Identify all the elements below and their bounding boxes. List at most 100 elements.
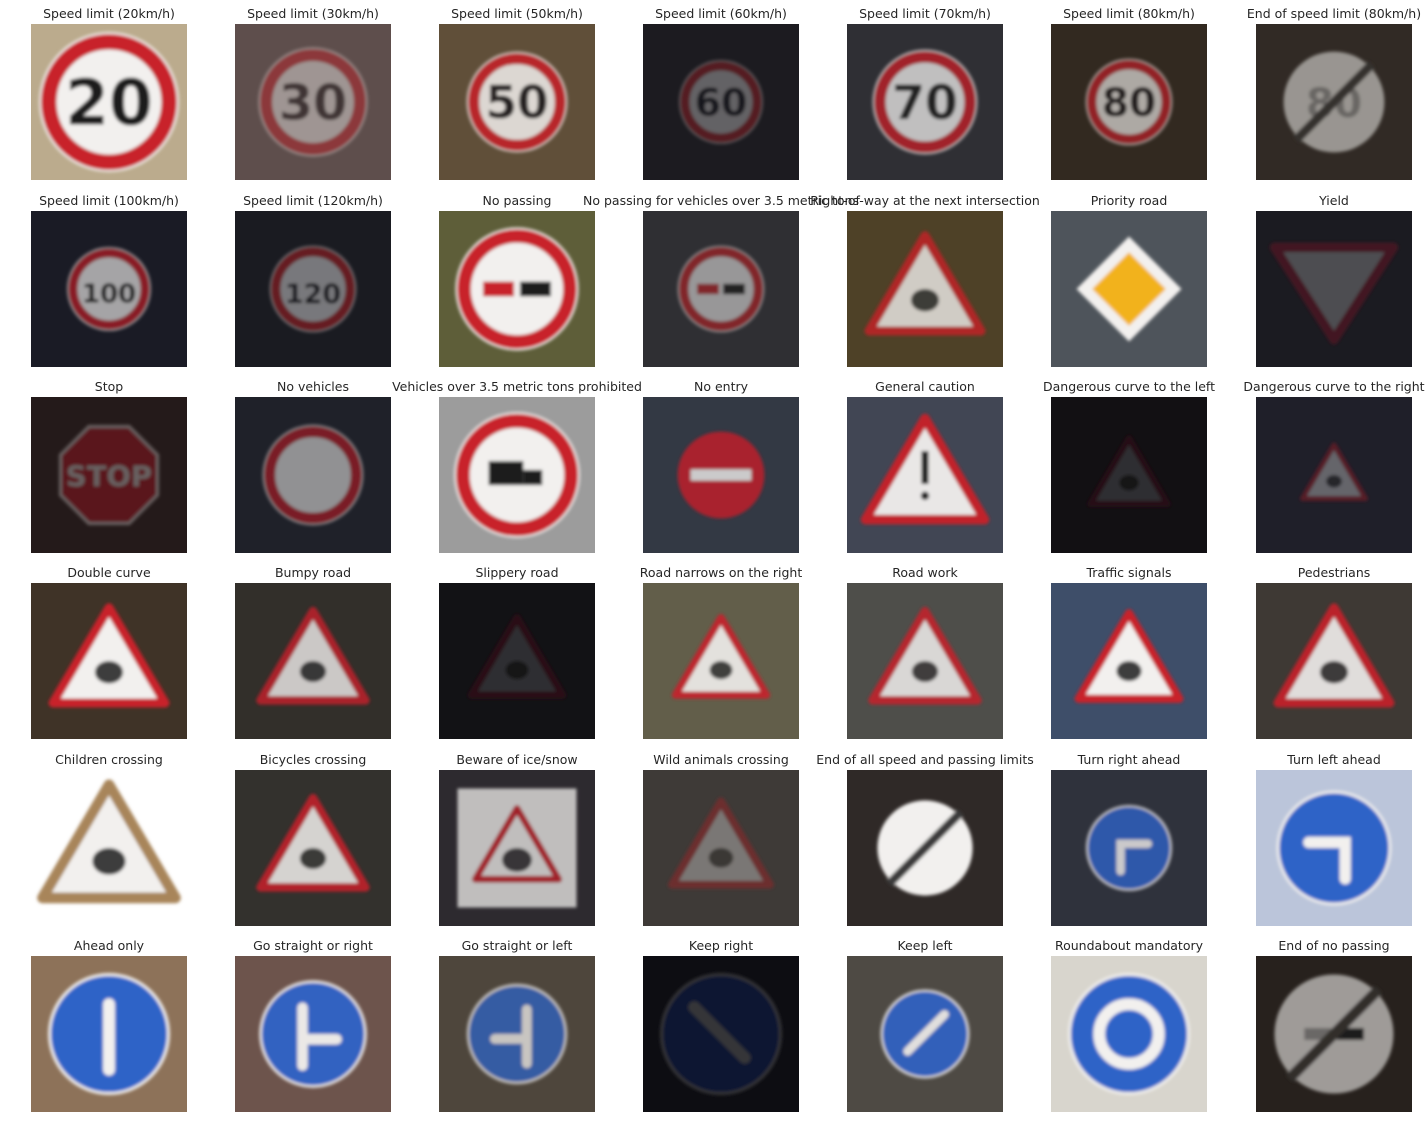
sign-blue-arrow — [880, 989, 970, 1079]
sign-triangle — [1273, 603, 1395, 708]
sign-speed: 100 — [67, 247, 151, 331]
sign-image: 30 — [235, 24, 391, 180]
sign-triangle — [1299, 442, 1369, 502]
sign-image — [643, 956, 799, 1112]
svg-text:STOP: STOP — [66, 460, 152, 494]
sign-speed: 50 — [466, 51, 568, 153]
tile-title: General caution — [875, 379, 975, 394]
sign-end-speed: 80 — [1283, 51, 1385, 153]
sign-no-passing — [455, 227, 579, 351]
sign-blue-arrow — [466, 983, 568, 1085]
sign-blue-arrow — [660, 973, 782, 1095]
sign-image: 60 — [643, 24, 799, 180]
tile-title: Wild animals crossing — [653, 752, 789, 767]
tile-title: Speed limit (20km/h) — [43, 6, 175, 21]
sign-image — [235, 397, 391, 553]
sign-image — [439, 211, 595, 367]
sign-speed: 80 — [1085, 58, 1173, 146]
tile-title: Pedestrians — [1297, 565, 1371, 580]
svg-text:50: 50 — [485, 76, 548, 129]
sign-caution — [860, 413, 990, 525]
sign-image — [643, 397, 799, 553]
svg-text:70: 70 — [892, 76, 958, 131]
tile-title: Keep left — [897, 938, 953, 953]
sign-image: 80 — [1051, 24, 1207, 180]
tile-title: Stop — [94, 379, 124, 394]
tile-title: No entry — [693, 379, 749, 394]
sign-image: STOP — [31, 397, 187, 553]
sign-image — [1051, 211, 1207, 367]
tile-title: Speed limit (60km/h) — [655, 6, 787, 21]
sign-triangle — [256, 793, 370, 892]
tile-title: Turn right ahead — [1077, 752, 1181, 767]
tile-title: Bicycles crossing — [259, 752, 367, 767]
sign-end-all — [877, 800, 973, 896]
tile-title: Road work — [892, 565, 958, 580]
tile-title: End of speed limit (80km/h) — [1246, 6, 1422, 21]
tile-title: Bumpy road — [274, 565, 352, 580]
sign-image — [847, 397, 1003, 553]
sign-image — [643, 770, 799, 926]
tile-title: Yield — [1319, 193, 1349, 208]
sign-speed: 20 — [39, 32, 179, 172]
svg-text:100: 100 — [82, 279, 136, 309]
sign-triangle — [1087, 435, 1171, 507]
tile-title: Speed limit (80km/h) — [1063, 6, 1195, 21]
tile-title: Speed limit (120km/h) — [243, 193, 383, 208]
sign-image — [643, 211, 799, 367]
sign-ice — [457, 788, 577, 908]
sign-image — [847, 770, 1003, 926]
sign-image: 70 — [847, 24, 1003, 180]
sign-triangle — [671, 614, 771, 699]
sign-image — [1256, 956, 1412, 1112]
tile-title: Speed limit (50km/h) — [451, 6, 583, 21]
sign-image: 20 — [31, 24, 187, 180]
sign-blue-arrow — [1276, 790, 1392, 906]
tile-title: No passing for vehicles over 3.5 metric … — [583, 193, 859, 208]
tile-title: Dangerous curve to the right — [1243, 379, 1425, 394]
tile-title: Children crossing — [55, 752, 163, 767]
sign-image — [439, 397, 595, 553]
sign-image — [1256, 397, 1412, 553]
sign-triangle-white — [37, 779, 181, 904]
tile-title: Slippery road — [475, 565, 559, 580]
sign-speed: 70 — [872, 49, 978, 155]
sign-image — [235, 956, 391, 1112]
sign-yield — [1269, 242, 1399, 345]
sign-image — [847, 956, 1003, 1112]
tile-title: Beware of ice/snow — [456, 752, 578, 767]
sign-image — [1051, 770, 1207, 926]
sign-no-vehicles — [262, 424, 364, 526]
tile-title: Traffic signals — [1086, 565, 1172, 580]
tile-title: Go straight or right — [253, 938, 373, 953]
sign-image — [31, 583, 187, 739]
sign-image — [847, 583, 1003, 739]
tile-title: Road narrows on the right — [639, 565, 803, 580]
sign-image: 100 — [31, 211, 187, 367]
sign-image — [1051, 397, 1207, 553]
tile-title: Roundabout mandatory — [1054, 938, 1204, 953]
tile-title: Keep right — [688, 938, 754, 953]
sign-triangle — [467, 614, 567, 699]
tile-title: End of all speed and passing limits — [816, 752, 1034, 767]
tile-title: Speed limit (100km/h) — [39, 193, 179, 208]
sign-image — [1256, 211, 1412, 367]
sign-triangle — [864, 231, 986, 336]
svg-text:120: 120 — [285, 279, 341, 310]
sign-image — [31, 956, 187, 1112]
tile-title: Speed limit (70km/h) — [859, 6, 991, 21]
sign-triangle — [256, 606, 370, 705]
tile-title: Priority road — [1090, 193, 1168, 208]
sign-image — [643, 583, 799, 739]
sign-no-passing — [677, 245, 765, 333]
tile-title: End of no passing — [1278, 938, 1390, 953]
sign-image — [235, 770, 391, 926]
sign-image: 80 — [1256, 24, 1412, 180]
sign-truck — [454, 412, 580, 538]
sign-speed: 60 — [679, 60, 763, 144]
tile-title: No vehicles — [276, 379, 349, 394]
sign-image — [1256, 583, 1412, 739]
svg-text:20: 20 — [65, 66, 153, 139]
sign-image — [439, 956, 595, 1112]
